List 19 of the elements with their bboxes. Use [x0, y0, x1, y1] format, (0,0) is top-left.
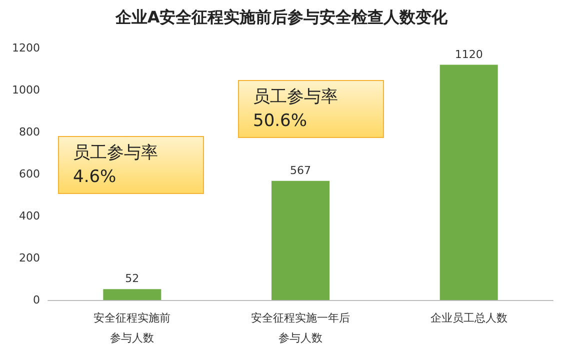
y-tick-label: 1000: [12, 84, 40, 96]
y-tick-label: 0: [33, 294, 40, 306]
chart-title: 企业A安全征程实施前后参与安全检查人数变化: [114, 8, 449, 26]
data-label: 52: [125, 272, 140, 286]
y-tick-label: 800: [19, 126, 40, 138]
bar: [103, 289, 162, 300]
y-tick-label: 200: [19, 252, 40, 264]
x-tick-label: 安全征程实施一年后参与人数: [251, 312, 350, 344]
data-label: 567: [290, 164, 311, 177]
x-tick-label: 安全征程实施前参与人数: [94, 312, 171, 344]
data-label: 1120: [454, 48, 483, 61]
note-box: 员工参与率 4.6%: [58, 136, 204, 194]
x-tick-label: 企业员工总人数: [430, 312, 508, 324]
y-tick-label: 400: [19, 210, 40, 222]
bar: [440, 64, 498, 300]
note-box: 员工参与率 50.6%: [238, 80, 384, 138]
y-tick-label: 600: [19, 168, 40, 180]
y-tick-label: 1200: [12, 42, 40, 54]
bar: [272, 180, 330, 300]
